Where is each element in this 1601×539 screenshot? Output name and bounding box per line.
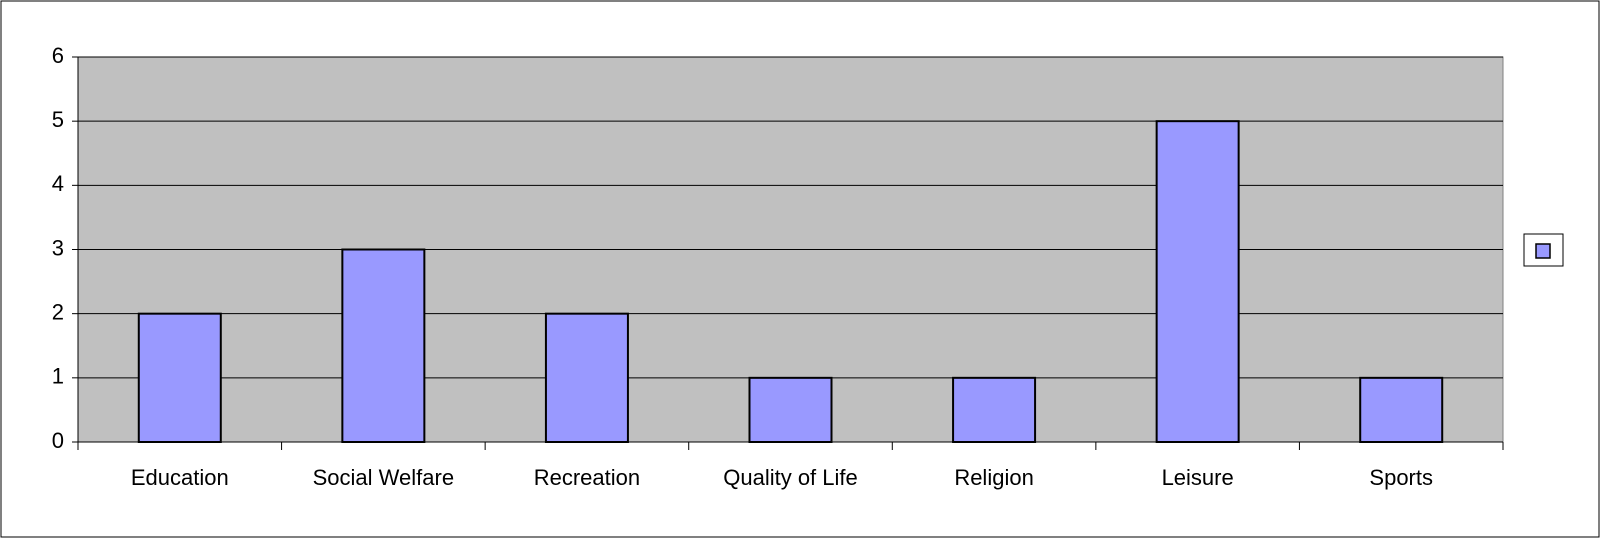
y-tick-label: 6 xyxy=(52,43,64,68)
bar xyxy=(341,248,426,443)
bar xyxy=(1155,120,1240,444)
x-tick-label: Social Welfare xyxy=(313,465,454,490)
y-tick-label: 4 xyxy=(52,171,64,196)
bar xyxy=(544,312,629,443)
bar xyxy=(1359,376,1444,444)
legend-swatch xyxy=(1535,243,1551,259)
y-tick-label: 3 xyxy=(52,235,64,260)
x-tick-label: Recreation xyxy=(534,465,640,490)
x-tick-label: Quality of Life xyxy=(723,465,858,490)
bar xyxy=(748,376,833,444)
y-tick-label: 0 xyxy=(52,428,64,453)
x-tick-label: Religion xyxy=(954,465,1034,490)
bar xyxy=(952,376,1037,444)
bar xyxy=(137,312,222,443)
x-tick-label: Sports xyxy=(1369,465,1433,490)
y-tick-label: 1 xyxy=(52,364,64,389)
x-tick-label: Leisure xyxy=(1162,465,1234,490)
y-tick-label: 2 xyxy=(52,299,64,324)
x-tick-label: Education xyxy=(131,465,229,490)
y-tick-label: 5 xyxy=(52,107,64,132)
